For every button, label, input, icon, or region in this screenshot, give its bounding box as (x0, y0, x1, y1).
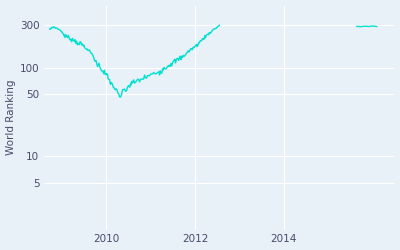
Y-axis label: World Ranking: World Ranking (6, 80, 16, 155)
